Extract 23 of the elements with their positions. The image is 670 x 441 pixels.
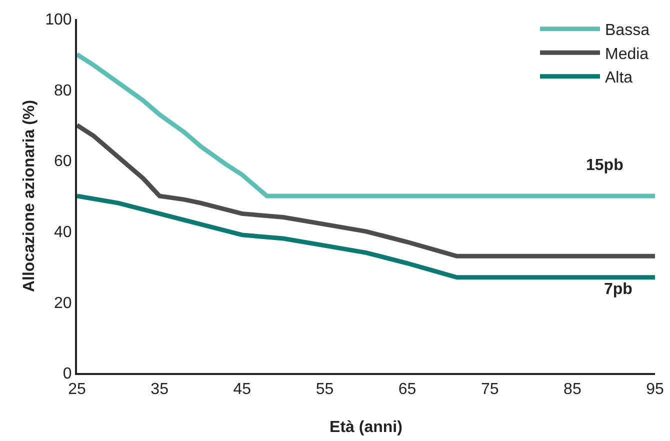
y-tick-label: 20 [54, 294, 72, 312]
line-series [77, 194, 655, 280]
annotation: 7pb [604, 281, 633, 298]
y-axis-title: Allocazione azionaria (%) [21, 100, 38, 292]
legend-label: Alta [605, 70, 633, 87]
y-tick-label: 80 [54, 82, 72, 100]
legend-label: Bassa [605, 22, 650, 40]
y-tick-label: 0 [62, 366, 72, 383]
y-tick-label: 100 [45, 12, 72, 29]
x-tick-label: 85 [564, 381, 582, 398]
x-tick-label: 35 [150, 381, 169, 398]
y-tick-label: 60 [54, 153, 72, 170]
y-tick-label: 40 [54, 224, 72, 241]
legend-label: Media [605, 46, 649, 63]
line-series [77, 122, 655, 258]
x-tick-label: 25 [68, 381, 86, 398]
x-tick-label: 95 [646, 381, 664, 398]
x-tick-label: 65 [398, 381, 416, 398]
annotation: 15pb [586, 157, 624, 174]
x-tick-label: 75 [480, 381, 499, 398]
x-tick-label: 55 [316, 381, 334, 398]
x-tick-label: 45 [233, 381, 252, 398]
x-axis-title: Età (anni) [330, 419, 402, 436]
